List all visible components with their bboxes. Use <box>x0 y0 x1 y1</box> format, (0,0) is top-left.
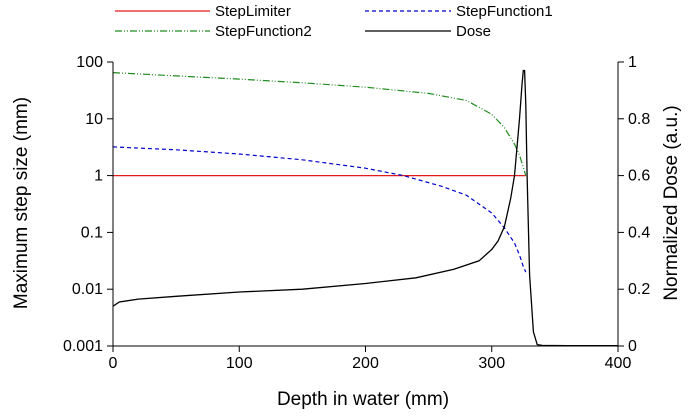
y-left-tick-label: 0.1 <box>81 224 103 241</box>
y-axis-left-title: Maximum step size (mm) <box>11 97 32 309</box>
x-axis-title: Depth in water (mm) <box>277 389 449 410</box>
plot-lines <box>112 69 618 347</box>
y-left-tick-label: 1 <box>94 168 103 185</box>
legend-label: StepLimiter <box>215 3 291 20</box>
legend-item-stepfunction2: StepFunction2 <box>115 23 312 40</box>
legend-item-dose: Dose <box>365 23 491 40</box>
y-left-tick-label: 0.001 <box>63 338 103 355</box>
legend-label: StepFunction2 <box>215 23 312 40</box>
y-left-tick-label: 10 <box>85 111 103 128</box>
x-tick-label: 100 <box>226 355 253 372</box>
y-right-tick-label: 0.4 <box>628 224 650 241</box>
y-right-tick-label: 0.2 <box>628 281 650 298</box>
series-line-stepfunction2 <box>112 72 527 176</box>
x-tick-label: 0 <box>109 355 118 372</box>
x-tick-label: 400 <box>605 355 632 372</box>
x-tick-label: 300 <box>478 355 505 372</box>
legend-label: Dose <box>456 23 491 40</box>
legend-item-stepfunction1: StepFunction1 <box>365 3 553 20</box>
series-line-dose <box>112 69 618 347</box>
legend-label: StepFunction1 <box>456 3 553 20</box>
tick-labels: 0 100 200 300 400 0.001 0.01 0.1 1 10 100 0 0.2 0.4 0.… <box>63 54 650 372</box>
axes <box>107 61 624 352</box>
series-line-stepfunction1 <box>112 146 527 273</box>
y-right-tick-label: 0.6 <box>628 168 650 185</box>
y-right-tick-label: 1 <box>628 54 637 71</box>
legend: StepLimiter StepFunction1 StepFunction2 Dos… <box>115 3 553 40</box>
y-right-tick-label: 0 <box>628 338 637 355</box>
y-left-tick-label: 100 <box>76 54 103 71</box>
x-tick-label: 200 <box>352 355 379 372</box>
legend-item-steplimiter: StepLimiter <box>115 3 291 20</box>
y-axis-right-title: Normalized Dose (a.u.) <box>661 105 682 300</box>
y-right-tick-label: 0.8 <box>628 111 650 128</box>
y-left-tick-label: 0.01 <box>72 281 103 298</box>
